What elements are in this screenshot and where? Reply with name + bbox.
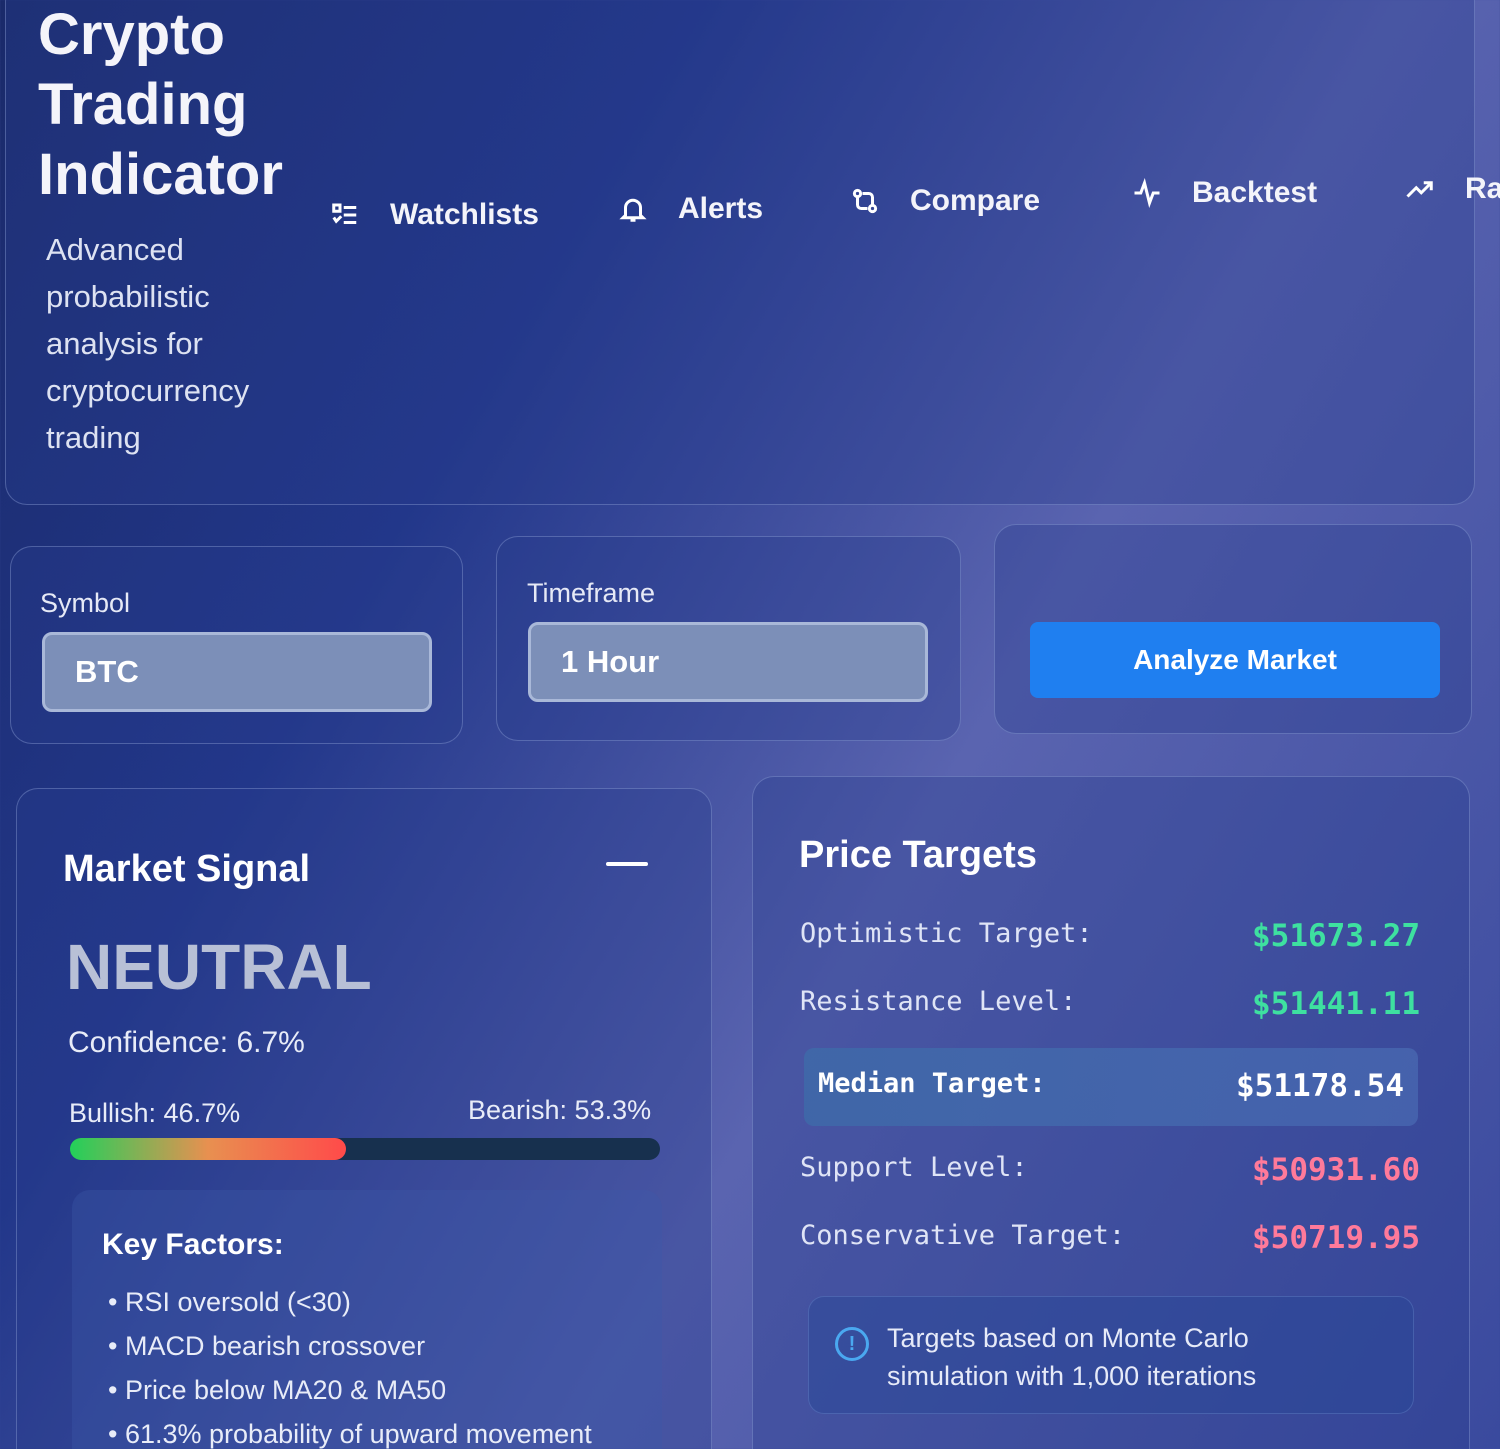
note-text: Targets based on Monte Carlo simulation … [887, 1323, 1257, 1391]
symbol-input[interactable]: BTC [42, 632, 432, 712]
bell-icon [619, 198, 647, 222]
target-row-resistance: Resistance Level: $51441.11 [800, 986, 1420, 1022]
bullish-text: Bullish: 46.7% [69, 1098, 241, 1128]
factor-item: • 61.3% probability of upward movement [108, 1419, 592, 1449]
median-target-highlight [804, 1048, 1418, 1126]
bullish-fill [70, 1138, 346, 1160]
timeframe-select[interactable]: 1 Hour [528, 622, 928, 702]
compare-icon [852, 188, 878, 214]
key-factors-title: Key Factors: [102, 1228, 284, 1261]
key-factors-list: • RSI oversold (<30) • MACD bearish cros… [108, 1280, 592, 1449]
nav-label: Alerts [678, 192, 764, 225]
target-row-optimistic: Optimistic Target: $51673.27 [800, 918, 1420, 954]
signal-value: NEUTRAL [66, 931, 372, 1003]
timeframe-label: Timeframe [527, 578, 656, 608]
nav-label: Backtest [1192, 176, 1318, 209]
nav-backtest[interactable]: Backtest [1132, 176, 1317, 210]
nav-alerts[interactable]: Alerts [618, 192, 763, 226]
info-icon: ! [835, 1327, 869, 1361]
nav-label: Ra [1465, 172, 1500, 205]
market-signal-panel [16, 788, 712, 1449]
target-row-conservative: Conservative Target: $50719.95 [800, 1220, 1420, 1256]
factor-item: • MACD bearish crossover [108, 1331, 426, 1361]
target-row-support: Support Level: $50931.60 [800, 1152, 1420, 1188]
sentiment-bar [70, 1138, 660, 1160]
app-subtitle: Advanced probabilistic analysis for cryp… [46, 232, 250, 455]
analyze-market-button[interactable]: Analyze Market [1030, 622, 1440, 698]
nav-label: Watchlists [390, 198, 539, 231]
activity-icon [1134, 178, 1160, 208]
header-panel [5, 0, 1475, 505]
minimize-icon[interactable] [606, 862, 648, 866]
nav-watchlists[interactable]: Watchlists [330, 198, 539, 232]
market-signal-title: Market Signal [63, 848, 311, 890]
target-row-median: Median Target: $51178.54 [818, 1068, 1404, 1104]
factor-item: • RSI oversold (<30) [108, 1287, 351, 1317]
app-title: Crypto Trading Indicator [38, 2, 283, 207]
nav-compare[interactable]: Compare [850, 184, 1040, 218]
confidence-text: Confidence: 6.7% [68, 1026, 305, 1059]
list-icon [332, 203, 357, 224]
nav-ra[interactable]: Ra [1405, 172, 1500, 206]
factor-item: • Price below MA20 & MA50 [108, 1375, 447, 1405]
trending-up-icon [1406, 181, 1433, 198]
monte-carlo-note: ! Targets based on Monte Carlo simulatio… [808, 1296, 1414, 1414]
bearish-text: Bearish: 53.3% [468, 1095, 652, 1125]
key-factors-box: Key Factors: • RSI oversold (<30) • MACD… [72, 1190, 662, 1449]
nav-label: Compare [910, 184, 1041, 217]
price-targets-title: Price Targets [799, 834, 1037, 876]
symbol-label: Symbol [40, 588, 131, 618]
